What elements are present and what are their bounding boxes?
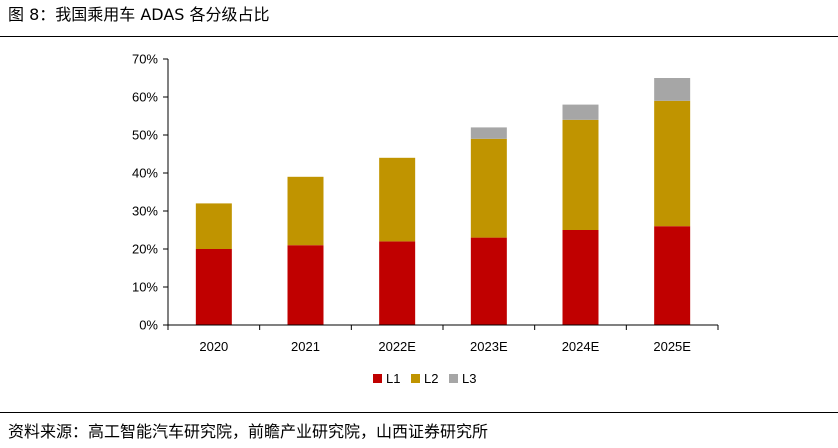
y-tick-label: 40%	[132, 166, 158, 181]
bar-l2-2022e	[379, 157, 416, 242]
x-tick-label: 2023E	[470, 339, 508, 354]
figure-title: 图 8：我国乘用车 ADAS 各分级占比	[8, 5, 270, 24]
y-tick-label: 10%	[132, 280, 158, 295]
bar-l2-2021	[287, 176, 324, 246]
y-tick-label: 70%	[132, 52, 158, 67]
x-tick-label: 2022E	[378, 339, 416, 354]
bar-l3-2024e	[562, 104, 599, 120]
legend-swatch-l3	[449, 374, 458, 383]
bar-l1-2021	[287, 245, 324, 325]
bar-l1-2022e	[379, 241, 416, 325]
y-tick-label: 30%	[132, 204, 158, 219]
bar-l3-2023e	[470, 127, 507, 139]
x-tick-label: 2025E	[653, 339, 691, 354]
y-tick-label: 50%	[132, 128, 158, 143]
source-note: 资料来源：高工智能汽车研究院，前瞻产业研究院，山西证券研究所	[8, 422, 489, 441]
bar-l2-2025e	[654, 100, 691, 227]
bar-l1-2023e	[470, 237, 507, 325]
legend-label-l2: L2	[424, 371, 438, 386]
bar-l1-2025e	[654, 226, 691, 325]
legend-swatch-l2	[411, 374, 420, 383]
bar-l2-2023e	[470, 138, 507, 238]
bottom-rule	[0, 412, 838, 413]
y-tick-label: 0%	[139, 318, 158, 333]
top-rule	[0, 36, 838, 37]
legend-label-l1: L1	[386, 371, 400, 386]
bar-l1-2020	[195, 249, 232, 325]
bar-l2-2020	[195, 203, 232, 249]
y-tick-label: 60%	[132, 90, 158, 105]
legend-label-l3: L3	[462, 371, 476, 386]
bar-l1-2024e	[562, 230, 599, 325]
bar-l3-2025e	[654, 78, 691, 101]
x-tick-label: 2021	[291, 339, 320, 354]
legend-swatch-l1	[373, 374, 382, 383]
bar-l2-2024e	[562, 119, 599, 230]
x-tick-label: 2020	[199, 339, 228, 354]
y-tick-label: 20%	[132, 242, 158, 257]
x-tick-label: 2024E	[562, 339, 600, 354]
